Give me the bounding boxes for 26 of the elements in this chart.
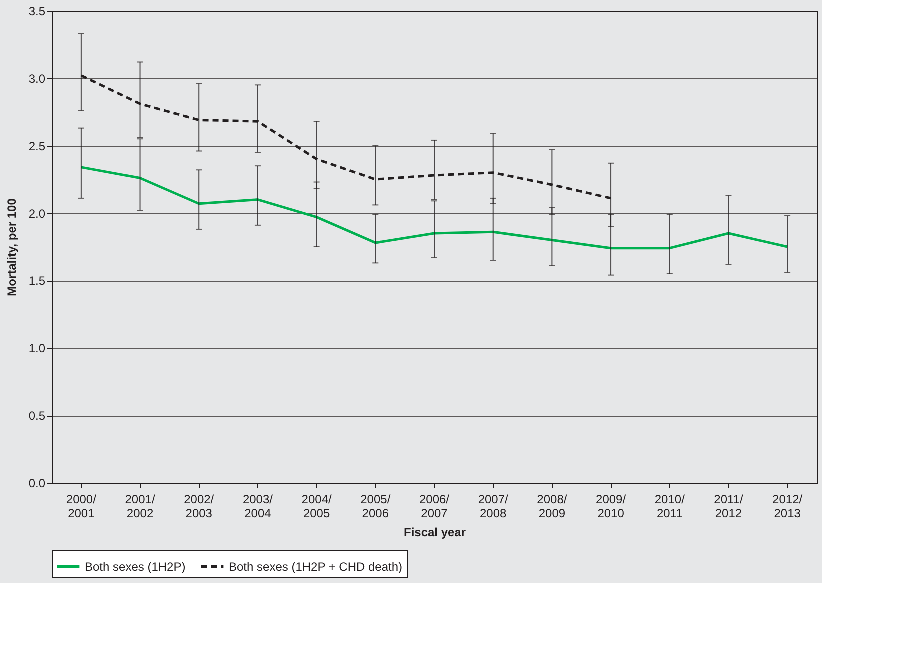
line-series [80,166,789,250]
x-tick-label: 2010/2011 [654,492,686,520]
x-tick-label: 2011/2012 [714,492,744,520]
legend-label: Both sexes (1H2P + CHD death) [229,560,403,574]
y-tick-label: 3.5 [28,4,46,18]
x-tick-label: 2012/2013 [772,492,804,520]
y-tick-label: 0.0 [28,476,46,490]
x-tick-label: 2007/2008 [478,492,510,520]
x-tick-label: 2006/2007 [419,492,450,520]
x-tick-label: 2008/2009 [537,492,568,520]
x-tick-label: 2005/2006 [360,492,392,520]
x-tick-label: 2004/2005 [302,492,332,520]
x-tick-label: 2000/2001 [66,492,98,520]
x-axis-title: Fiscal year [404,526,466,540]
y-tick-label: 3.0 [28,72,46,86]
legend-label: Both sexes (1H2P) [85,560,186,574]
x-tick-label: 2003/2004 [242,492,274,520]
x-tick-label: 2002/2003 [184,492,215,520]
x-tick-label: 2001/2002 [125,492,156,520]
y-tick-label: 1.5 [28,274,46,288]
y-tick-label: 0.5 [28,409,46,424]
y-axis-title: Mortality, per 100 [4,198,19,296]
y-tick-label: 2.0 [28,206,46,221]
x-tick-label: 2009/2010 [596,492,627,520]
y-tick-label: 2.5 [28,139,46,154]
y-tick-label: 1.0 [28,342,46,356]
